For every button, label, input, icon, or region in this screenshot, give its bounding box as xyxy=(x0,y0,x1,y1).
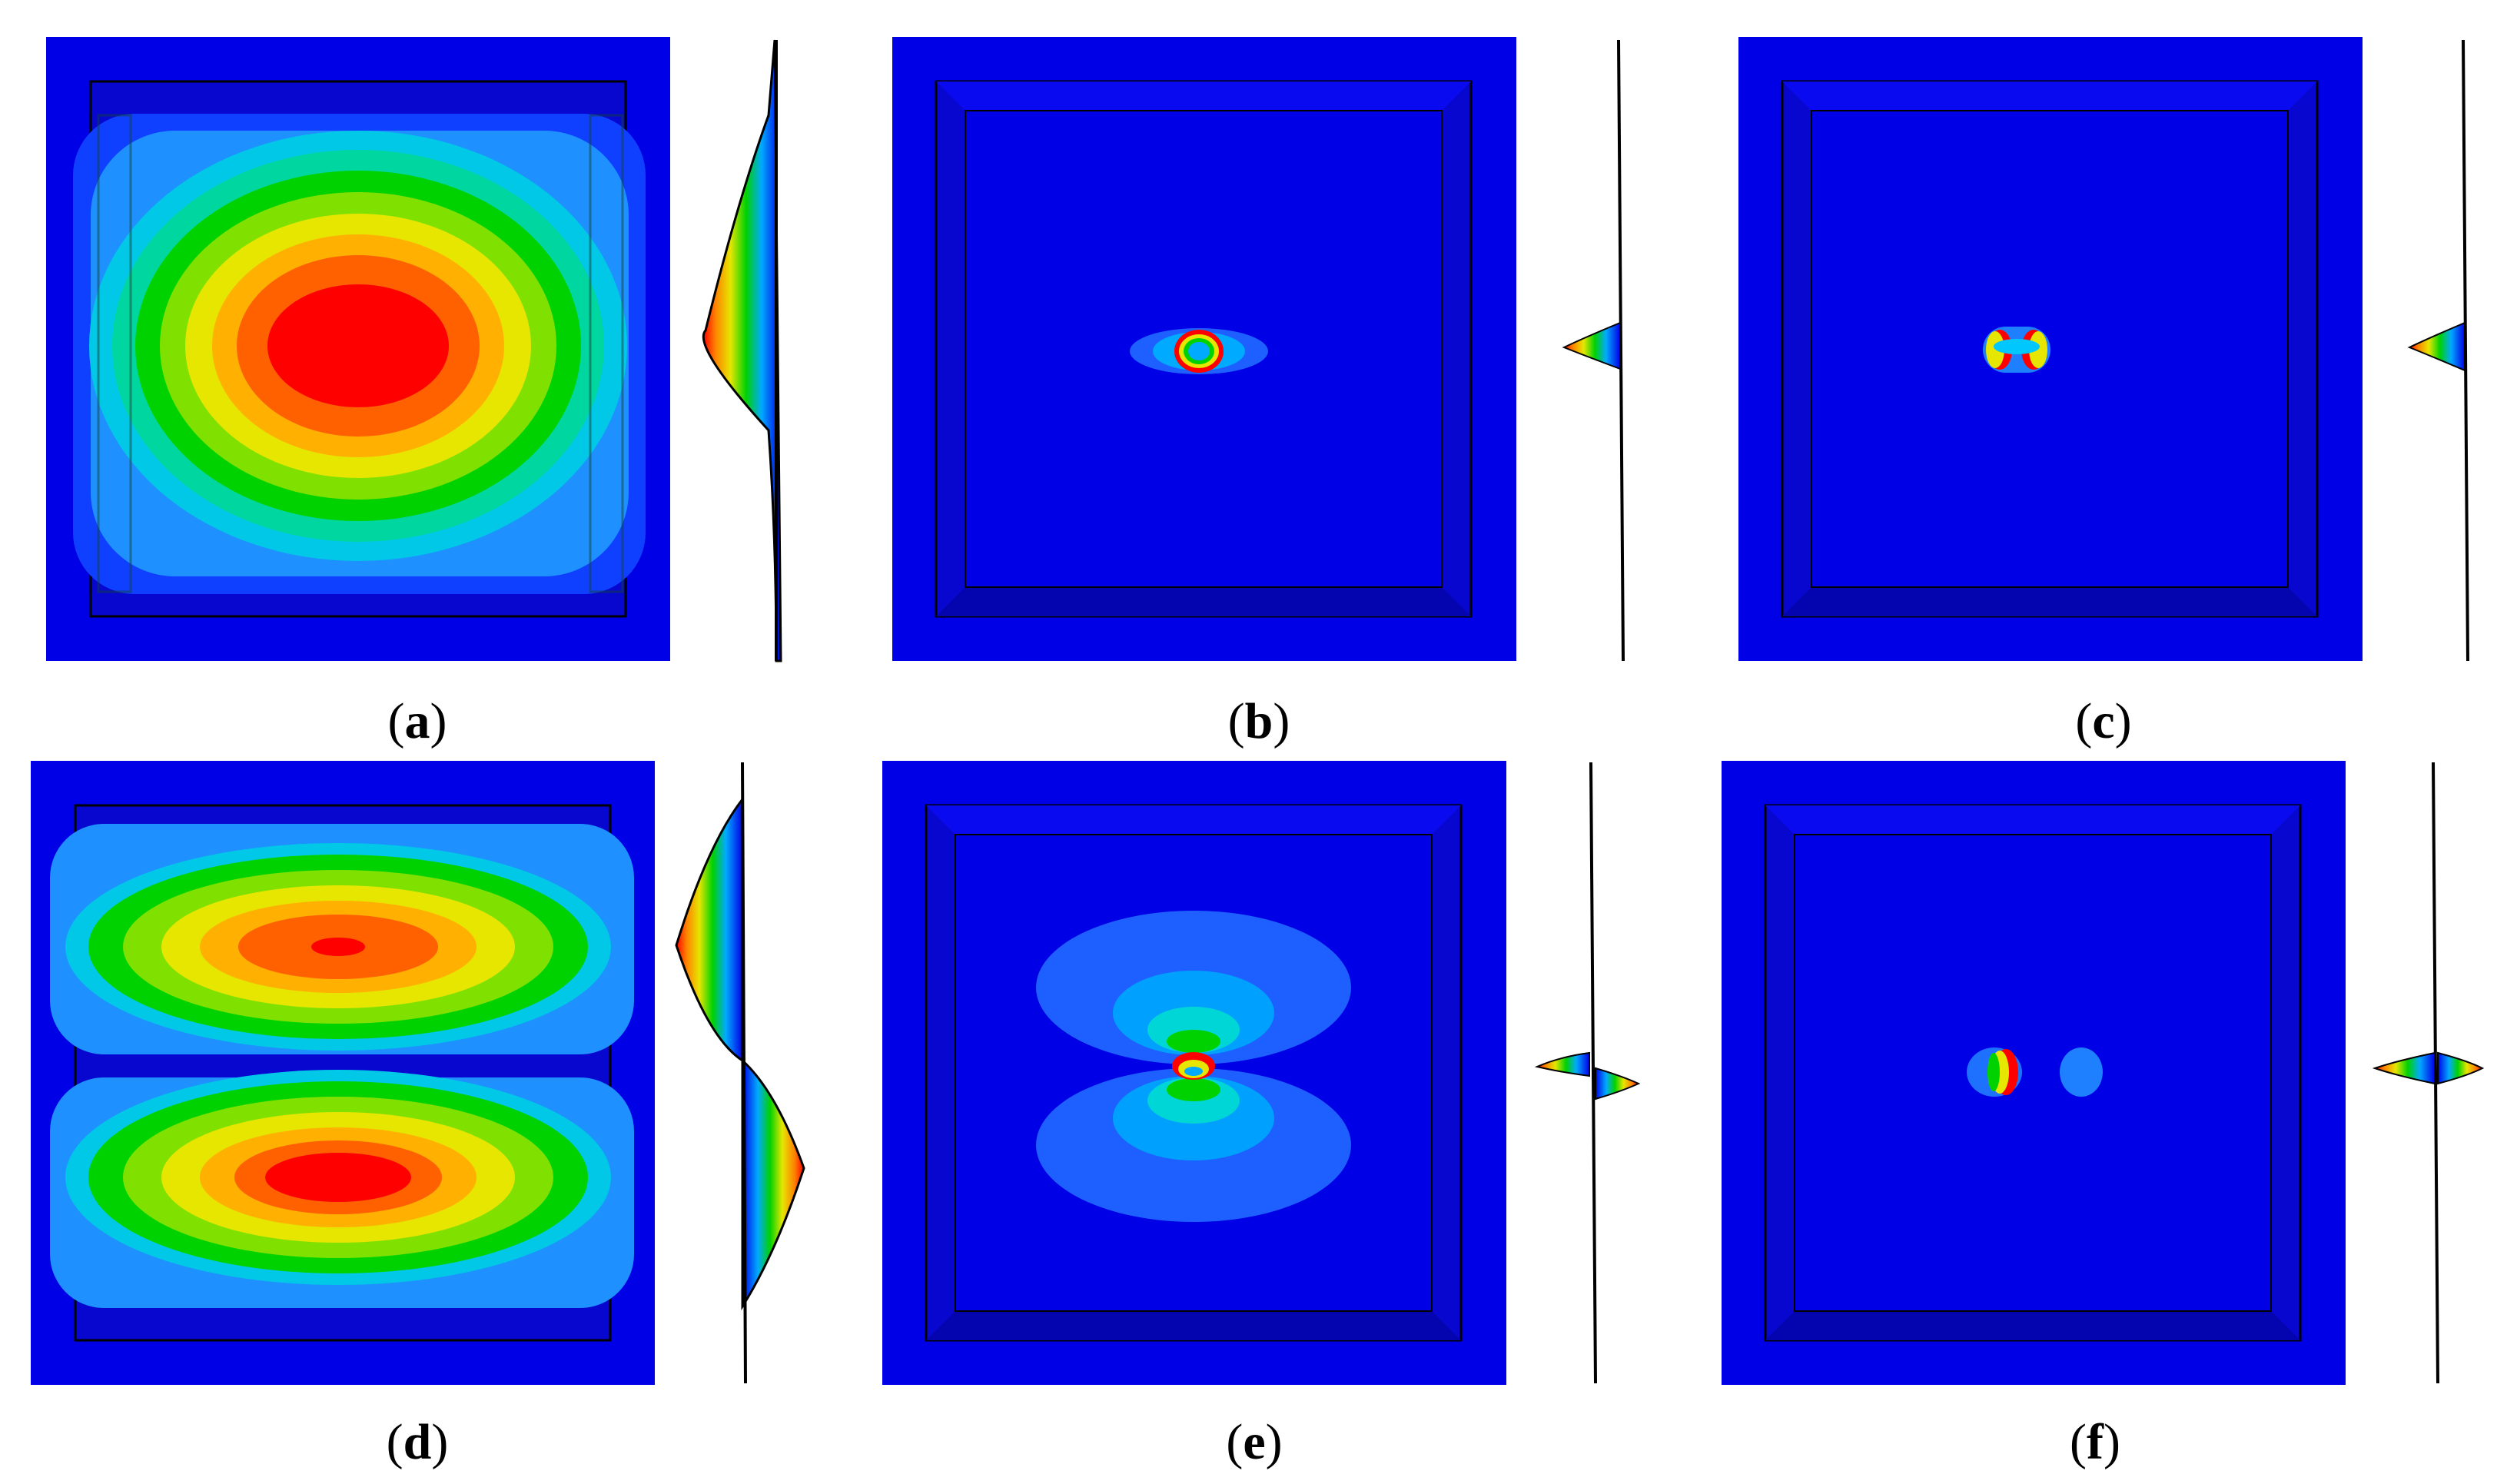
panel-e-label: (e) xyxy=(1226,1414,1282,1470)
panel-b-side-profile xyxy=(1562,39,1625,662)
panel-f-plate xyxy=(1722,761,2346,1385)
panel-b-label: (b) xyxy=(1228,693,1290,749)
panel-d-side-profile xyxy=(675,762,805,1384)
panel-c-plate xyxy=(1738,37,2363,661)
panel-c-side-profile xyxy=(2407,39,2469,662)
panel-b: (b) xyxy=(892,37,1625,749)
panel-b-plate xyxy=(892,37,1516,661)
panel-d-plate xyxy=(31,761,655,1385)
panel-e-plate xyxy=(882,761,1506,1385)
panel-a-side-profile xyxy=(702,39,782,662)
panel-e: (e) xyxy=(882,761,1641,1470)
panel-d-label: (d) xyxy=(387,1414,449,1470)
panel-f-side-profile xyxy=(2372,762,2485,1384)
panel-c: (c) xyxy=(1738,37,2469,749)
panel-d: (d) xyxy=(31,761,805,1470)
panel-a-plate xyxy=(46,37,670,661)
panel-f: (f) xyxy=(1722,761,2485,1470)
panel-a-label: (a) xyxy=(388,693,447,749)
panel-f-label: (f) xyxy=(2070,1414,2120,1470)
panel-a: (a) xyxy=(46,37,782,749)
panel-c-label: (c) xyxy=(2075,693,2131,749)
panel-e-side-profile xyxy=(1534,762,1641,1384)
